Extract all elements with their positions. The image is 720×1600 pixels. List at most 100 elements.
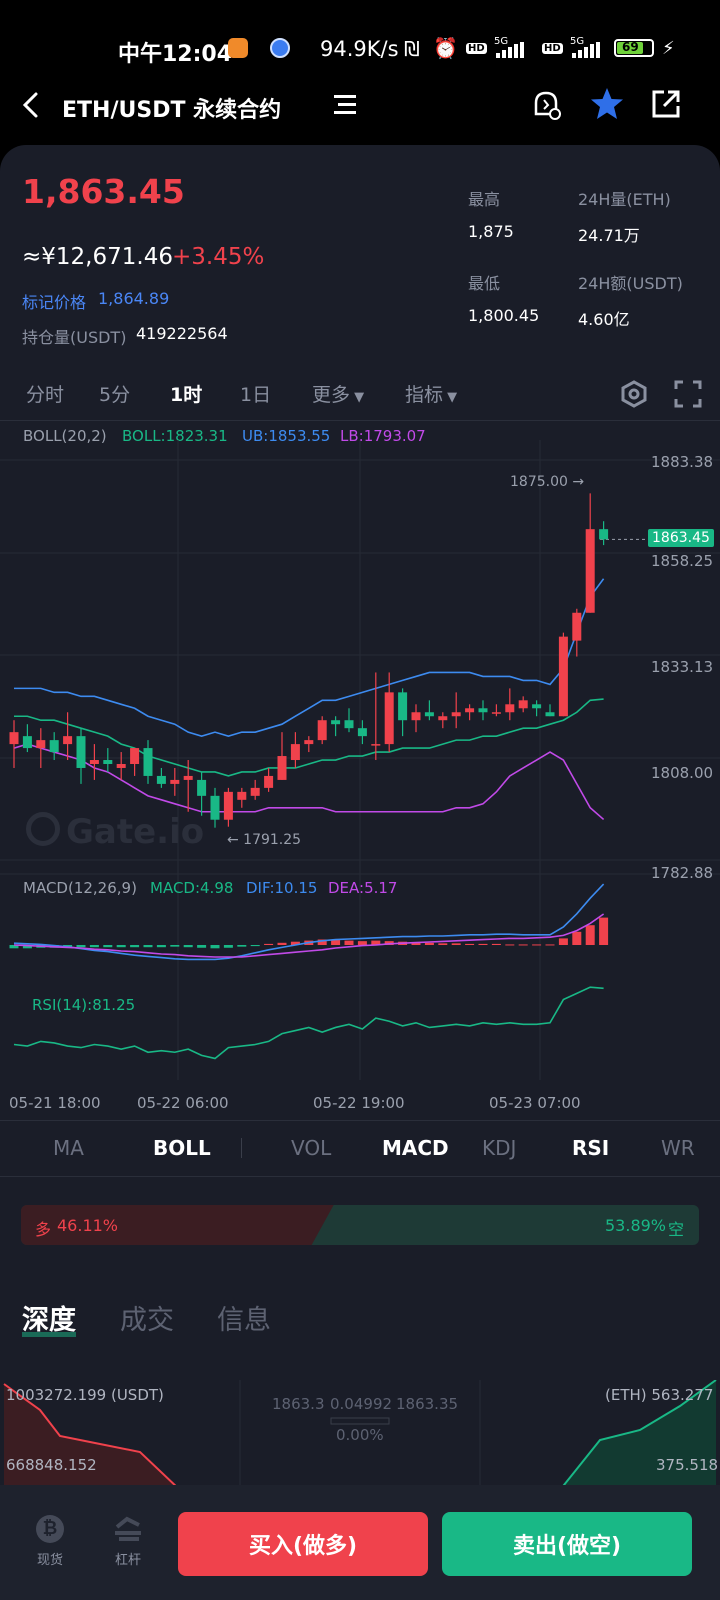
candle-body	[424, 712, 434, 717]
high-value: 1,875	[468, 222, 514, 241]
macd-histogram-bar	[9, 945, 19, 949]
boll-legend-lower: LB:1793.07	[340, 427, 426, 445]
macd-histogram-bar	[438, 943, 448, 945]
divider	[0, 420, 720, 421]
candle-body	[438, 716, 448, 721]
macd-histogram-bar	[317, 939, 327, 945]
candle-body	[264, 775, 274, 788]
max-price-annotation: 1875.00 →	[510, 474, 585, 490]
macd-histogram-bar	[599, 917, 609, 945]
battery-icon: 69	[614, 39, 654, 57]
charging-icon: ⚡	[662, 38, 675, 59]
low-value: 1,800.45	[468, 306, 540, 325]
price-alert-icon[interactable]	[530, 88, 564, 122]
fullscreen-icon[interactable]	[674, 380, 702, 408]
long-ratio-fill	[21, 1205, 334, 1245]
volume-eth-value: 24.71万	[578, 226, 640, 245]
macd-histogram-bar	[532, 944, 542, 946]
time-axis-label: 05-21 18:00	[9, 1094, 101, 1112]
indicator-tab-rsi[interactable]: RSI	[572, 1136, 610, 1160]
candle-body	[250, 787, 260, 796]
candle-body	[545, 712, 555, 717]
clock: 中午12:04	[118, 42, 233, 67]
depth-ask-area	[560, 1380, 716, 1490]
boll-legend-name: BOLL(20,2)	[23, 427, 107, 445]
hd-badge-1: HD	[466, 43, 487, 54]
tab-depth[interactable]: 深度	[22, 1305, 76, 1336]
indicator-tab-boll[interactable]: BOLL	[153, 1136, 211, 1160]
long-short-ratio-bar	[21, 1205, 699, 1245]
tab-timeframe-1h[interactable]: 1时	[170, 384, 203, 406]
depth-spread-percentage: 0.00%	[336, 1426, 384, 1444]
favorite-star-icon[interactable]	[589, 86, 625, 122]
sell-short-button[interactable]: 卖出(做空)	[442, 1512, 692, 1576]
candle-body	[197, 779, 207, 796]
contract-switch-icon[interactable]	[334, 92, 360, 118]
macd-histogram-bar	[558, 938, 568, 945]
time-axis-label: 05-22 19:00	[313, 1094, 405, 1112]
candle-body	[63, 736, 73, 745]
share-icon[interactable]	[650, 88, 682, 120]
candle-body	[532, 704, 542, 709]
back-button[interactable]	[16, 88, 46, 122]
depth-chart[interactable]	[0, 1380, 720, 1490]
candle-body	[130, 748, 140, 764]
candle-body	[103, 760, 113, 764]
tab-trades[interactable]: 成交	[120, 1305, 174, 1336]
candle-body	[331, 720, 341, 725]
price-chart[interactable]	[0, 440, 720, 1105]
candle-body	[451, 712, 461, 717]
macd-dif-line	[13, 883, 605, 961]
contract-title[interactable]: ETH/USDT 永续合约	[62, 98, 282, 123]
macd-histogram-bar	[465, 943, 475, 945]
long-percentage: 46.11%	[57, 1216, 119, 1235]
candle-body	[89, 760, 99, 764]
buy-long-button[interactable]: 买入(做多)	[178, 1512, 428, 1576]
tab-info[interactable]: 信息	[217, 1305, 271, 1336]
depth-spread: 0.04992	[330, 1395, 393, 1413]
open-interest-value: 419222564	[136, 324, 228, 343]
macd-histogram-bar	[76, 945, 86, 948]
candle-body	[465, 708, 475, 713]
indicator-tab-kdj[interactable]: KDJ	[482, 1136, 517, 1160]
macd-histogram-bar	[572, 931, 582, 945]
signal-bars-icon-2	[572, 42, 602, 58]
tab-timeframe-line[interactable]: 分时	[26, 384, 65, 406]
low-label: 最低	[468, 274, 501, 293]
more-timeframes-dropdown[interactable]: 更多 ▼	[312, 380, 364, 407]
indicator-tab-vol[interactable]: VOL	[291, 1136, 332, 1160]
macd-histogram-bar	[103, 945, 113, 948]
browser-notification-icon	[270, 38, 290, 58]
active-tab-underline	[22, 1332, 76, 1337]
leverage-icon	[113, 1515, 143, 1543]
macd-histogram-bar	[183, 945, 193, 948]
indicator-tab-macd[interactable]: MACD	[382, 1136, 449, 1160]
hd-badge-2: HD	[542, 43, 563, 54]
macd-histogram-bar	[170, 945, 180, 947]
tab-timeframe-1d[interactable]: 1日	[240, 384, 272, 406]
indicators-dropdown[interactable]: 指标 ▼	[405, 380, 457, 407]
macd-histogram-bar	[518, 944, 528, 946]
network-speed: 94.9K/s	[320, 37, 399, 61]
candle-body	[277, 756, 287, 780]
candle-body	[290, 744, 300, 761]
last-price: 1,863.45	[22, 172, 185, 211]
candle-body	[317, 720, 327, 741]
tab-timeframe-5m[interactable]: 5分	[99, 384, 131, 406]
candle-body	[585, 529, 595, 613]
open-interest-label: 持仓量(USDT)	[22, 328, 127, 347]
macd-histogram-bar	[277, 942, 287, 945]
chart-settings-icon[interactable]	[620, 380, 648, 408]
indicator-tab-ma[interactable]: MA	[53, 1136, 84, 1160]
margin-shortcut[interactable]: 杠杆	[106, 1511, 150, 1575]
macd-histogram-bar	[357, 941, 367, 945]
macd-legend-dea: DEA:5.17	[328, 879, 398, 897]
alarm-icon: ⏰	[433, 36, 458, 60]
spot-shortcut[interactable]: ₿ 现货	[28, 1511, 72, 1575]
price-axis-label: 1808.00	[651, 764, 714, 782]
time-axis-label: 05-23 07:00	[489, 1094, 581, 1112]
indicator-tab-wr[interactable]: WR	[661, 1136, 695, 1160]
candle-body	[558, 636, 568, 717]
indicators-label: 指标	[405, 384, 444, 406]
macd-dea-line	[13, 913, 605, 958]
